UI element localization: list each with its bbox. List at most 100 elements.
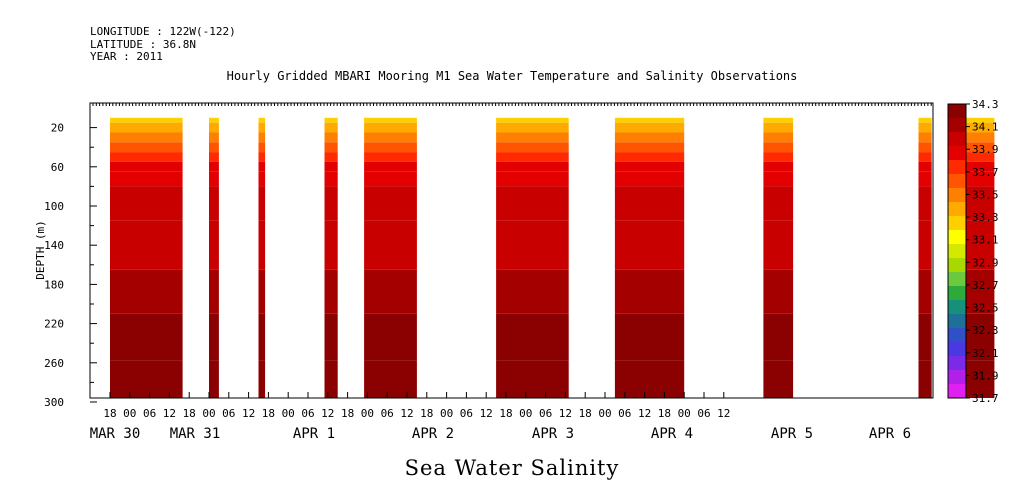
salinity-cell bbox=[614, 313, 685, 361]
salinity-cell bbox=[763, 171, 794, 187]
colorbar-swatch bbox=[948, 370, 966, 385]
salinity-cell bbox=[209, 132, 219, 143]
salinity-cell bbox=[364, 161, 417, 172]
salinity-cell bbox=[763, 269, 794, 314]
plot-frame bbox=[89, 102, 934, 399]
salinity-cell bbox=[918, 152, 932, 162]
colorbar-label: 33.7 bbox=[972, 166, 999, 179]
x-minor-ticks bbox=[92, 103, 932, 106]
chart-title: Hourly Gridded MBARI Mooring M1 Sea Wate… bbox=[227, 69, 798, 83]
colorbar-label: 32.7 bbox=[972, 279, 999, 292]
salinity-cell bbox=[614, 220, 685, 270]
salinity-cell bbox=[614, 152, 685, 162]
colorbar-frame bbox=[947, 103, 967, 399]
salinity-cell bbox=[964, 152, 995, 162]
x-tick-label: 12 bbox=[400, 407, 413, 420]
x-tick-label: 18 bbox=[341, 407, 354, 420]
salinity-cell bbox=[496, 152, 569, 162]
salinity-cell bbox=[324, 117, 338, 123]
x-tick-label: 00 bbox=[202, 407, 215, 420]
salinity-cell bbox=[110, 186, 183, 221]
x-tick-label: 06 bbox=[460, 407, 473, 420]
salinity-cell bbox=[209, 142, 219, 153]
x-tick-label: 06 bbox=[697, 407, 710, 420]
colorbar-swatch bbox=[948, 286, 966, 301]
colorbar-swatch bbox=[948, 174, 966, 189]
colorbar-swatch bbox=[948, 272, 966, 287]
salinity-cell bbox=[496, 117, 569, 123]
salinity-cell bbox=[918, 220, 932, 270]
salinity-cell bbox=[614, 186, 685, 221]
salinity-cell bbox=[209, 117, 219, 123]
salinity-cell bbox=[918, 161, 932, 172]
salinity-cell bbox=[763, 360, 794, 398]
x-tick-label: 06 bbox=[381, 407, 394, 420]
colorbar-swatch bbox=[948, 356, 966, 371]
y-tick-label: 20 bbox=[51, 122, 64, 135]
salinity-cell bbox=[324, 122, 338, 133]
salinity-cell bbox=[324, 220, 338, 270]
colorbar: 34.3 34.1 33.9 33.7 33.5 33.3 33.1 32.9 32.7 32.5… bbox=[947, 98, 999, 405]
x-tick-label: 12 bbox=[638, 407, 651, 420]
salinity-cell bbox=[496, 360, 569, 398]
salinity-cell bbox=[763, 186, 794, 221]
salinity-cell bbox=[258, 161, 266, 172]
plot-data bbox=[110, 117, 995, 398]
salinity-cell bbox=[918, 122, 932, 133]
x-tick-label: 06 bbox=[222, 407, 235, 420]
x-tick-label: 18 bbox=[183, 407, 196, 420]
salinity-cell bbox=[614, 122, 685, 133]
salinity-cell bbox=[964, 269, 995, 314]
salinity-cell bbox=[763, 152, 794, 162]
salinity-cell bbox=[209, 269, 219, 314]
salinity-cell bbox=[614, 161, 685, 172]
salinity-cell bbox=[364, 152, 417, 162]
y-tick-label: 60 bbox=[51, 161, 64, 174]
y-tick-label: 300 bbox=[44, 396, 64, 409]
y-tick-label: 220 bbox=[44, 318, 64, 331]
salinity-cell bbox=[964, 220, 995, 270]
salinity-cell bbox=[258, 171, 266, 187]
salinity-cell bbox=[324, 142, 338, 153]
x-axis-title: Sea Water Salinity bbox=[405, 456, 620, 480]
longitude-label: LONGITUDE : 122W(-122) bbox=[90, 25, 236, 38]
colorbar-swatch bbox=[948, 118, 966, 133]
salinity-cell bbox=[258, 152, 266, 162]
colorbar-label: 34.3 bbox=[972, 98, 999, 111]
x-tick-label: 18 bbox=[103, 407, 116, 420]
x-date-label: APR 1 bbox=[293, 426, 335, 442]
salinity-cell bbox=[364, 186, 417, 221]
x-date-label: APR 2 bbox=[412, 426, 454, 442]
colorbar-label: 31.7 bbox=[972, 392, 999, 405]
colorbar-swatch bbox=[948, 384, 966, 399]
x-tick-label: 12 bbox=[242, 407, 255, 420]
y-tick-label: 180 bbox=[44, 278, 64, 291]
salinity-cell bbox=[258, 269, 266, 314]
salinity-cell bbox=[364, 220, 417, 270]
salinity-cell bbox=[614, 117, 685, 123]
salinity-cell bbox=[324, 161, 338, 172]
salinity-cell bbox=[614, 269, 685, 314]
x-tick-label: 00 bbox=[361, 407, 374, 420]
y-axis-label: DEPTH (m) bbox=[34, 220, 47, 280]
salinity-cell bbox=[763, 142, 794, 153]
year-label: YEAR : 2011 bbox=[90, 50, 163, 63]
salinity-cell bbox=[496, 161, 569, 172]
colorbar-label: 32.3 bbox=[972, 324, 999, 337]
salinity-cell bbox=[110, 171, 183, 187]
salinity-cell bbox=[209, 122, 219, 133]
x-tick-label: 00 bbox=[678, 407, 691, 420]
colorbar-label: 32.9 bbox=[972, 256, 999, 269]
salinity-cell bbox=[763, 161, 794, 172]
y-tick-label: 260 bbox=[44, 357, 64, 370]
salinity-cell bbox=[110, 122, 183, 133]
colorbar-swatch bbox=[948, 300, 966, 315]
x-date-label: MAR 31 bbox=[170, 426, 221, 442]
salinity-cell bbox=[258, 186, 266, 221]
salinity-cell bbox=[496, 171, 569, 187]
colorbar-swatch bbox=[948, 216, 966, 231]
colorbar-label: 32.5 bbox=[972, 302, 999, 315]
salinity-cell bbox=[258, 132, 266, 143]
colorbar-swatch bbox=[948, 230, 966, 245]
